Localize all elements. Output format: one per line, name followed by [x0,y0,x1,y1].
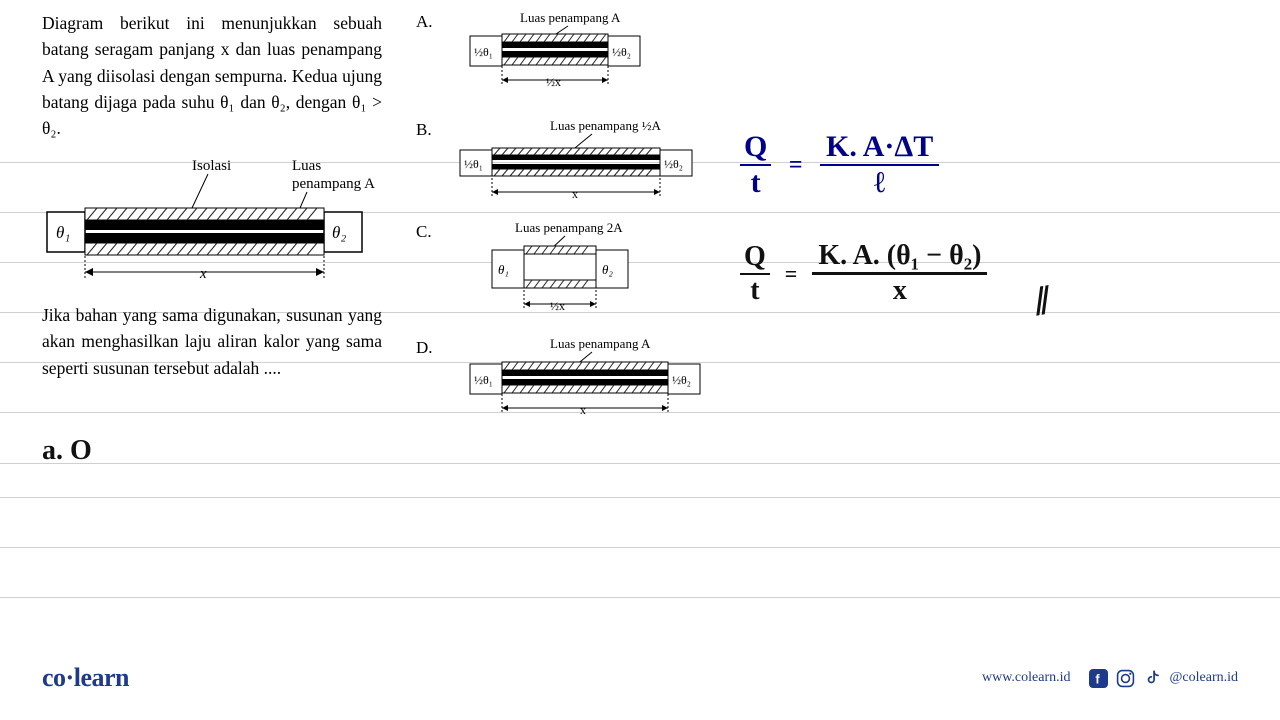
social-icons: f @colearn.id [1089,668,1238,688]
option-c-label: C. [416,222,432,242]
question-para2-text: Jika bahan yang sama digunakan, susunan … [42,305,382,378]
f2-rhs-bot: x [812,275,987,307]
f1-eq: = [779,152,813,178]
question-para1-text: Diagram berikut ini menunjukkan sebuah b… [42,13,382,138]
ruled-line [0,597,1280,598]
instagram-icon [1116,668,1136,688]
svg-text:x: x [572,187,578,201]
footer-right: www.colearn.id f @colearn.id [982,668,1238,688]
page-root: Diagram berikut ini menunjukkan sebuah b… [0,0,1280,720]
svg-text:½θ₂: ½θ₂ [672,373,691,387]
option-c-area: Luas penampang 2A [515,220,623,235]
logo: co·learn [42,663,129,693]
f1-lhs-top: Q [740,130,771,166]
handwritten-mark: ⫽ [1031,279,1054,324]
handwritten-answer: a. O [42,435,92,467]
svg-text:½θ₂: ½θ₂ [664,157,683,171]
footer-handle: @colearn.id [1170,670,1238,686]
option-b-area: Luas penampang ½A [550,118,661,133]
option-a-area: Luas penampang A [520,10,621,25]
f2-rhs-top: K. A. (θ₁ − θ₂) [812,240,987,275]
option-a-label: A. [416,12,433,32]
label-isolasi: Isolasi [192,158,231,174]
footer: co·learn www.colearn.id f @colearn.id [0,658,1280,698]
ruled-line [0,547,1280,548]
ruled-line [0,497,1280,498]
svg-text:θ₁: θ₁ [498,262,509,277]
svg-text:½θ₁: ½θ₁ [464,157,483,171]
svg-text:x: x [580,403,586,417]
svg-text:θ₂: θ₂ [602,262,613,277]
question-paragraph-2: Jika bahan yang sama digunakan, susunan … [42,302,382,381]
question-paragraph-1: Diagram berikut ini menunjukkan sebuah b… [42,10,382,141]
rod [85,220,324,230]
svg-text:½x: ½x [550,299,565,313]
f2-eq: = [777,261,806,286]
option-b-label: B. [416,120,432,140]
svg-text:½θ₂: ½θ₂ [612,45,631,59]
option-d-label: D. [416,338,433,358]
option-a-diagram: Luas penampang A ½θ₁ ½θ₂ ½x [450,8,680,105]
logo-co: co [42,663,66,692]
facebook-icon: f [1089,668,1109,688]
handwritten-formula-1: Q t = K. A·ΔT ℓ [740,130,939,200]
svg-text:½x: ½x [546,75,561,89]
f2-lhs-top: Q [740,241,770,275]
footer-url: www.colearn.id [982,670,1071,686]
logo-learn: learn [74,663,129,692]
main-diagram: Isolasi Luas penampang A θ₁ θ₂ [42,150,382,290]
main-diagram-svg: Isolasi Luas penampang A θ₁ θ₂ [42,150,382,290]
label-luas: Luas [292,158,321,174]
option-b-diagram: Luas penampang ½A ½θ₁ ½θ₂ x [450,116,710,213]
theta1: θ₁ [56,223,70,242]
theta2: θ₂ [332,223,346,242]
handwritten-formula-2: Q t = K. A. (θ₁ − θ₂) x [740,240,987,307]
f1-rhs-top: K. A·ΔT [820,130,939,166]
svg-text:½θ₁: ½θ₁ [474,45,493,59]
length-x: x [199,266,207,282]
label-penampang: penampang A [292,176,375,192]
svg-text:½θ₁: ½θ₁ [474,373,493,387]
tiktok-icon [1143,668,1163,688]
f2-lhs-bot: t [740,275,770,307]
logo-dot: · [66,663,74,692]
option-d-area: Luas penampang A [550,336,651,351]
f1-lhs-bot: t [740,166,771,200]
f1-rhs-bot: ℓ [820,166,939,200]
option-c-diagram: Luas penampang 2A θ₁ θ₂ ½x [450,218,680,323]
ruled-line [0,463,1280,464]
option-d-diagram: Luas penampang A ½θ₁ ½θ₂ x [450,334,720,431]
